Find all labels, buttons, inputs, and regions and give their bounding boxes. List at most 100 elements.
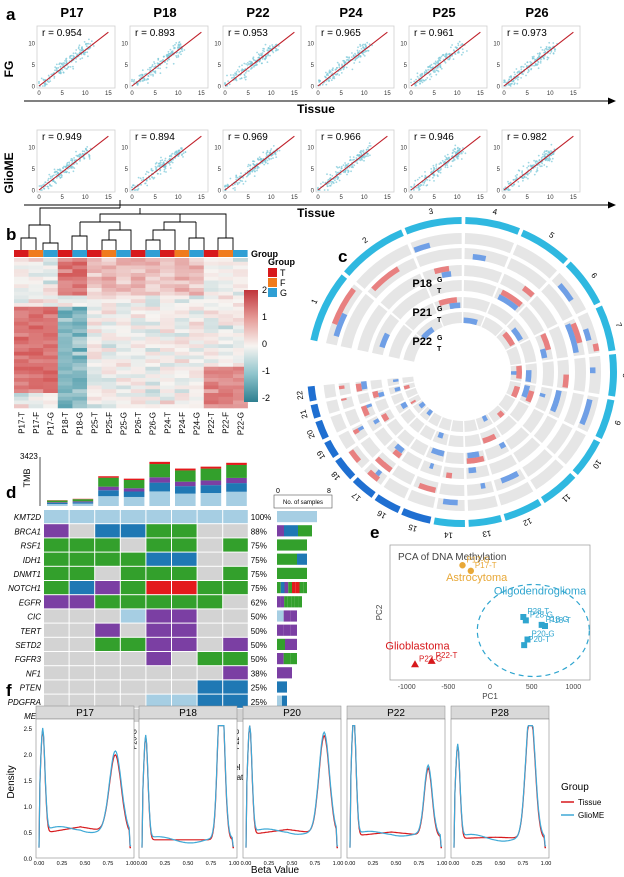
x-tick-label: 5 [153,91,157,97]
scatter-point [257,159,260,161]
group-color-bar [160,250,175,257]
percent-label: 25% [251,684,267,693]
track-background [386,418,404,436]
chromosome-ideogram [433,517,466,527]
copy-number-segment [357,425,365,432]
oncoprint-cell [69,637,95,651]
heatmap-cell [116,265,132,270]
oncoprint-cell [44,581,69,595]
heatmap-cell [57,303,73,308]
scatter-point [336,73,338,76]
group-color-bar [57,250,73,257]
sample-count-bar [292,567,297,579]
heatmap-cell [57,344,73,349]
heatmap-cell [189,351,205,356]
gene-label: RSF1 [21,542,41,551]
heatmap-cell [87,306,102,311]
scatter-point [60,176,63,179]
sample-count-bar [294,596,299,608]
heatmap-cell [160,348,175,353]
group-color-bar [203,250,219,257]
heatmap-cell [101,291,117,296]
scatter-point [356,162,359,165]
heatmap-cell [14,303,29,308]
oncoprint-cell [197,666,223,680]
scatter-point [349,156,352,158]
heatmap-cell [57,269,73,274]
chromosome-label: 9 [612,419,622,427]
oncoprint-cell [197,538,223,552]
density-y-tick: 2.5 [24,727,33,733]
copy-number-segment [372,390,380,399]
heatmap-cell [72,310,88,315]
scatter-point [151,64,154,66]
heatmap-cell [28,261,44,266]
x-tick-label: 0 [223,195,227,201]
sample-count-bar [302,553,307,565]
scatter-point [263,160,265,163]
scatter-point [368,142,371,145]
heatmap-cell [145,366,161,371]
scatter-point [343,66,345,69]
y-tick-label: 0 [497,85,501,91]
scatter-point [352,156,355,159]
scatter-point [460,158,463,160]
scatter-point [147,171,150,174]
scatter-point [269,54,271,57]
track-background [448,434,464,447]
heatmap-cell [116,336,132,341]
heatmap-cell [174,351,190,356]
heatmap-cell [14,265,29,270]
scatter-point [368,145,371,147]
copy-number-segment [498,441,507,450]
heatmap-cell [28,303,44,308]
heatmap-cell [43,265,59,270]
correlation-label: r = 0.949 [42,132,82,143]
sample-label: P24-T [163,412,172,434]
sample-count-bar [312,511,317,523]
group-color-bar [28,250,44,257]
heatmap-cell [28,258,44,263]
scatter-point [177,149,180,152]
scatter-point [55,176,58,179]
heatmap-cell [174,404,190,409]
pca-xlabel: PC1 [482,692,498,701]
scatter-point [342,164,345,167]
heatmap-cell [14,306,29,311]
track-background [392,465,416,485]
scatter-point [258,60,261,62]
heatmap-cell [14,269,29,274]
heatmap-cell [28,370,44,375]
heatmap-cell [116,318,132,323]
scatter-point [269,47,272,50]
heatmap-cell [130,273,146,278]
heatmap-cell [233,288,248,293]
heatmap-cell [189,378,205,383]
heatmap-cell [174,258,190,263]
heatmap-cell [14,329,29,334]
scatter-point [79,160,81,162]
copy-number-segment [433,265,450,275]
scatter-point [327,189,329,191]
scatter-point [241,69,244,72]
x-tick-label: 10 [361,91,368,97]
scatter-point [261,58,264,60]
track-background [487,303,514,326]
scatter-point [545,165,548,168]
scatter-point [331,181,333,183]
heatmap-cell [174,333,190,338]
scatter-point [344,166,346,169]
scatter-point [136,189,138,191]
heatmap-cell [28,329,44,334]
heatmap-cell [130,355,146,360]
scatter-point [334,177,336,180]
sample-count-bar [297,539,302,551]
heatmap-cell [14,336,29,341]
x-tick-label: 15 [570,91,577,97]
scatter-point [235,174,238,177]
track-background [374,398,390,413]
regression-line [224,31,295,87]
heatmap-cell [72,299,88,304]
scatter-point [330,79,333,82]
heatmap-cell [233,378,248,383]
